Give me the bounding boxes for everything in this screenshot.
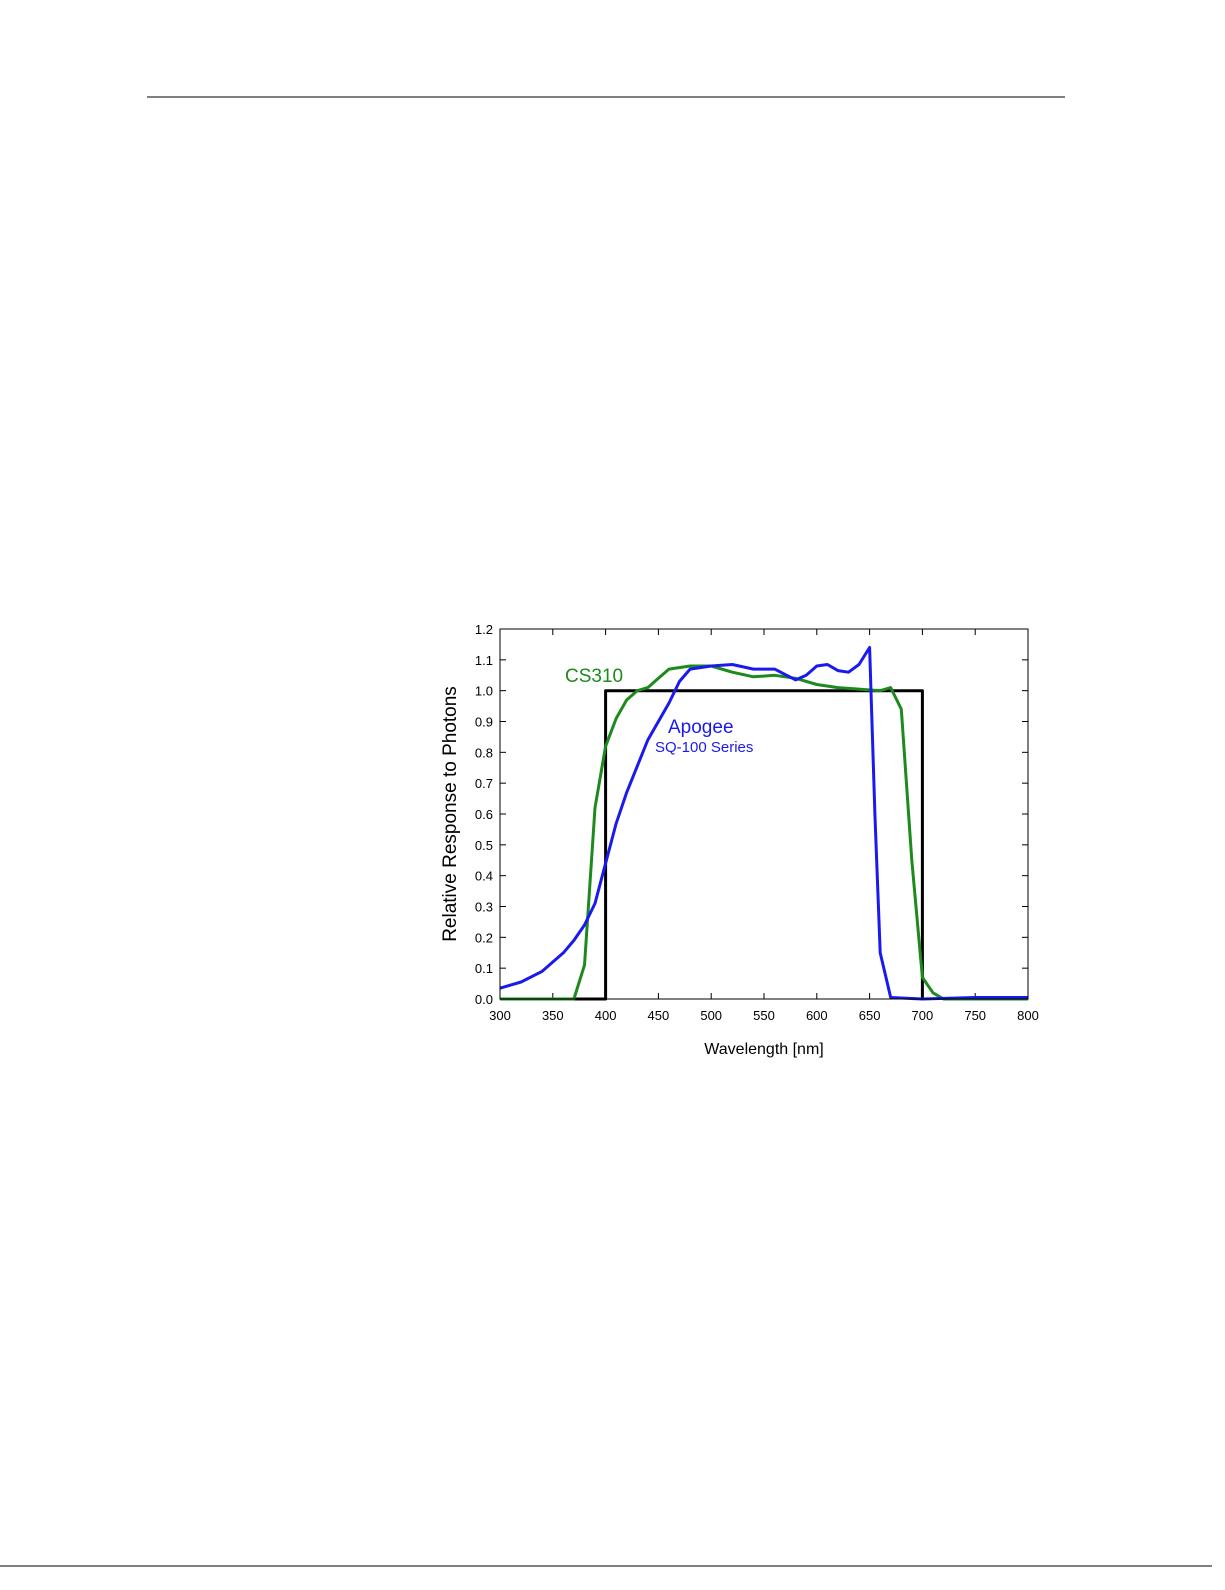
x-tick-label: 750 — [964, 1008, 986, 1023]
y-tick-label: 1.1 — [475, 653, 493, 668]
chart: Wavelength [nm] Relative Response to Pho… — [440, 622, 1039, 1058]
plot-frame — [499, 628, 1029, 1000]
x-tick-label: 450 — [648, 1008, 670, 1023]
x-tick-label: 300 — [489, 1008, 511, 1023]
series-line — [499, 646, 1028, 1001]
y-tick-label: 0.9 — [475, 715, 493, 730]
y-tick-label: 0.7 — [475, 776, 493, 791]
x-tick-label: 700 — [912, 1008, 934, 1023]
x-tick-label: 500 — [700, 1008, 722, 1023]
annotation: SQ-100 Series — [655, 739, 753, 756]
x-tick-label: 800 — [1017, 1008, 1039, 1023]
y-tick-label: 0.0 — [475, 992, 493, 1007]
x-tick-label: 650 — [859, 1008, 881, 1023]
y-tick-label: 0.1 — [475, 961, 493, 976]
x-tick-label: 400 — [595, 1008, 617, 1023]
x-tick-label: 600 — [806, 1008, 828, 1023]
y-tick-label: 0.4 — [475, 869, 493, 884]
x-axis-title: Wavelength [nm] — [704, 1041, 823, 1058]
series-line — [500, 664, 1028, 1001]
y-tick-label: 0.3 — [475, 900, 493, 915]
y-tick-label: 0.8 — [475, 745, 493, 760]
y-axis-title: Relative Response to Photons — [440, 686, 461, 942]
y-tick-label: 0.5 — [475, 838, 493, 853]
y-tick-label: 1.2 — [475, 622, 493, 637]
y-tick-label: 0.2 — [475, 930, 493, 945]
x-tick-label: 550 — [753, 1008, 775, 1023]
y-tick-label: 0.6 — [475, 807, 493, 822]
series-label: Apogee — [668, 717, 734, 738]
y-tick-label: 1.0 — [475, 684, 493, 699]
series-label: CS310 — [565, 666, 623, 687]
x-tick-label: 350 — [542, 1008, 564, 1023]
